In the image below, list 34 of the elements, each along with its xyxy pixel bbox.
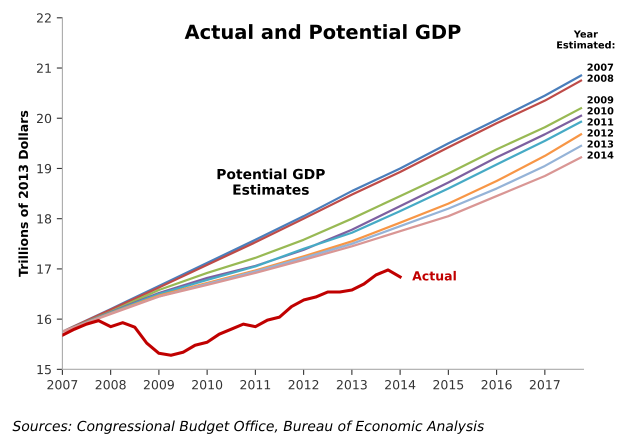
y-tick-label: 21 xyxy=(36,63,51,73)
chart-title: Actual and Potential GDP xyxy=(184,24,460,40)
series-label: 2013 xyxy=(588,140,614,148)
y-tick-label: 20 xyxy=(36,114,52,124)
y-tick-label: 16 xyxy=(37,314,52,324)
y-axis-title: Trillions of 2013 Dollars xyxy=(18,110,28,277)
series-label: 2014 xyxy=(588,151,614,159)
series-label: 2007 xyxy=(588,63,614,71)
x-tick-label: 2010 xyxy=(192,380,222,390)
x-tick-label: 2007 xyxy=(47,380,78,390)
series-label: 2012 xyxy=(588,129,614,137)
series-label: 2011 xyxy=(588,118,614,126)
x-tick-label: 2014 xyxy=(385,380,416,390)
y-tick-label: 17 xyxy=(37,264,51,274)
x-tick-label: 2016 xyxy=(482,380,512,390)
x-tick-label: 2012 xyxy=(288,380,318,390)
legend-title: Year Estimated: xyxy=(557,30,614,49)
x-tick-label: 2013 xyxy=(336,380,367,390)
series-label: Actual xyxy=(412,270,456,281)
x-tick-label: 2009 xyxy=(144,380,174,390)
series-label: 2010 xyxy=(588,107,614,115)
x-tick-label: 2015 xyxy=(433,380,464,390)
x-tick-label: 2008 xyxy=(96,380,126,390)
y-tick-label: 19 xyxy=(37,164,52,174)
y-tick-label: 22 xyxy=(36,13,51,23)
annotation: Potential GDP Estimates xyxy=(218,168,325,195)
y-tick-label: 15 xyxy=(37,364,51,374)
y-tick-label: 18 xyxy=(37,214,52,224)
line-series xyxy=(62,268,402,357)
x-tick-label: 2017 xyxy=(530,380,560,390)
x-tick-label: 2011 xyxy=(240,380,270,390)
source-note: Sources: Congressional Budget Office, Bureau of Economic Analysis xyxy=(12,420,484,434)
series-label: 2009 xyxy=(588,96,614,104)
series-label: 2008 xyxy=(588,74,614,82)
